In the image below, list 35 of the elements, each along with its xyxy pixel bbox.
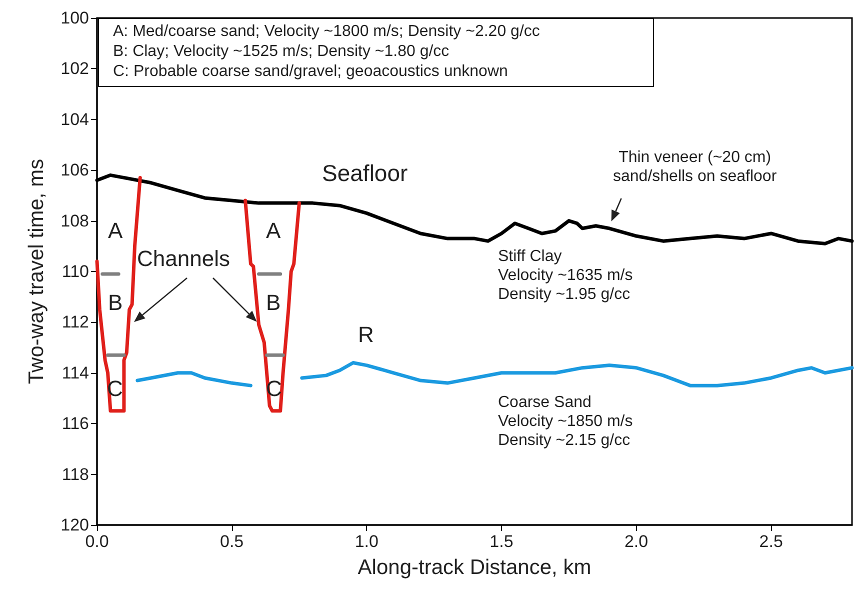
y-tick-label: 112 [62,312,89,332]
annotation: B [266,290,281,316]
annotation: Stiff Clay Velocity ~1635 m/s Density ~1.95 g/cc [498,247,633,305]
x-tick-label: 2.0 [624,532,648,551]
annotation: Coarse Sand Velocity ~1850 m/s Density ~2.15 g/cc [498,393,633,451]
y-tick-label: 108 [60,211,89,230]
annotation: C: Probable coarse sand/gravel; geoacoustics unknown [113,62,509,82]
x-tick-label: 1.0 [354,532,378,551]
annotation: Seafloor [322,160,408,188]
y-tick-label: 110 [62,262,89,281]
y-tick-label: 116 [62,414,89,434]
annotation: R [358,322,374,348]
x-tick-label: 0.5 [220,532,244,551]
annotation: A: Med/coarse sand; Velocity ~1800 m/s; Density ~2.20 g/cc [113,22,541,42]
y-tick-label: 120 [60,516,89,534]
line-series [136,371,252,388]
annotation: B: Clay; Velocity ~1525 m/s; Density ~1.80 g/cc [113,42,450,62]
line-series [300,361,854,388]
y-tick-label: 118 [62,464,89,484]
x-axis-title: Along-track Distance, km [358,556,592,579]
y-tick-label: 102 [60,59,89,78]
annotation: B [108,290,123,316]
annotation: Thin veneer (~20 cm) sand/shells on seafloor [613,148,777,186]
x-tick-label: 2.5 [759,532,783,551]
annotation: A [108,218,123,244]
x-tick-label: 0.0 [85,532,109,551]
x-tick-label: 1.5 [490,532,514,551]
line-series [244,198,301,413]
y-tick-label: 100 [60,8,89,28]
annotation: Channels [137,246,230,272]
y-tick-label: 104 [60,110,89,129]
y-axis-title: Two-way travel time, ms [25,158,48,384]
annotation: A [266,218,281,244]
y-tick-label: 114 [62,363,89,382]
y-tick-label: 106 [60,160,89,180]
